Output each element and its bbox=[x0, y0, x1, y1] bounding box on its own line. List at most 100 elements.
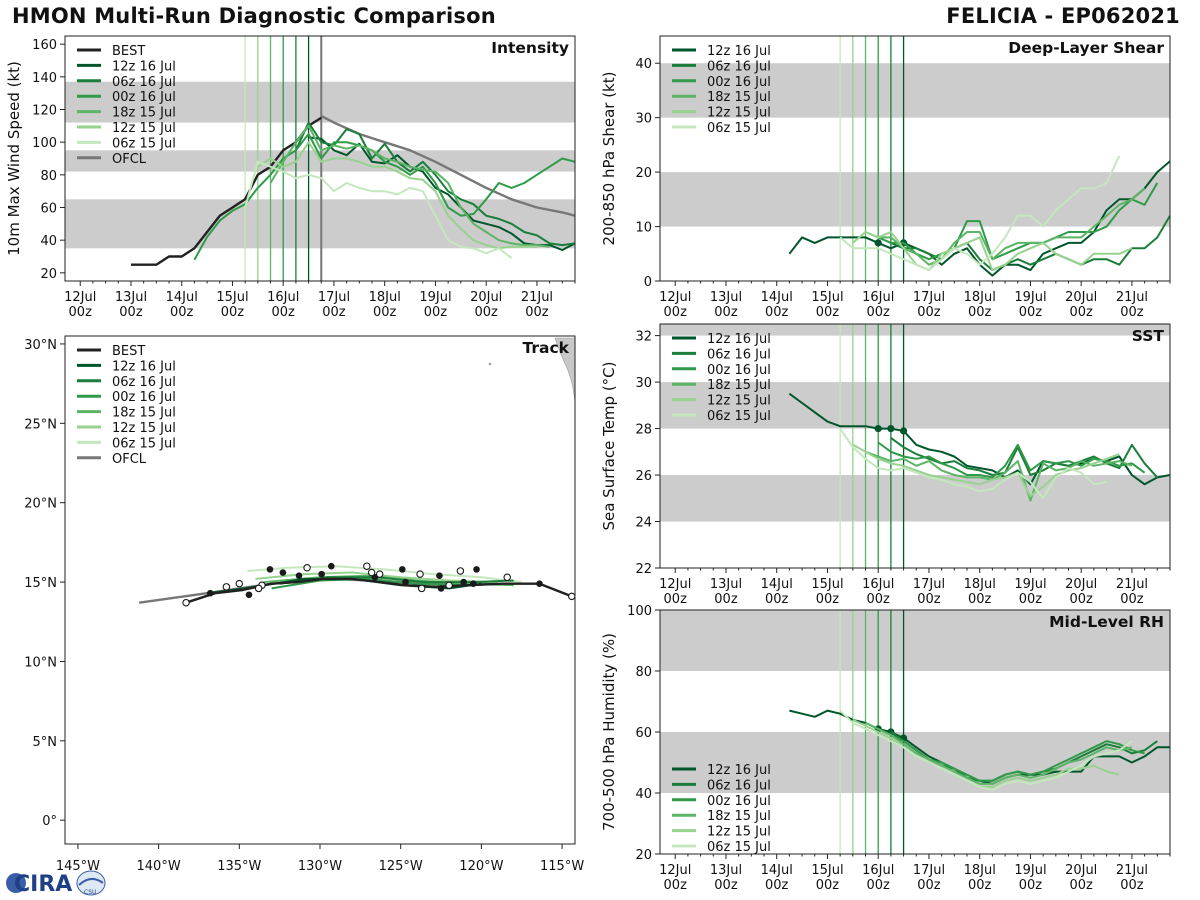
shear-xtick-label-hour: 00z bbox=[1070, 305, 1094, 320]
intensity-xtick-label-day: 18Jul bbox=[369, 290, 401, 305]
rh-xtick-label-hour: 00z bbox=[765, 878, 789, 893]
intensity-ytick-label: 80 bbox=[40, 169, 57, 184]
rh-xtick-label-day: 21Jul bbox=[1116, 863, 1148, 878]
track-xtick-label: 145°W bbox=[56, 859, 100, 874]
intensity-xtick-label-hour: 00z bbox=[170, 305, 194, 320]
intensity-ylabel: 10m Max Wind Speed (kt) bbox=[5, 61, 23, 256]
shear-legend-label-18z-15-jul: 18z 15 Jul bbox=[707, 90, 771, 105]
shear-ylabel: 200-850 hPa Shear (kt) bbox=[600, 72, 618, 246]
rh-xtick-label-hour: 00z bbox=[1070, 878, 1094, 893]
sst-xtick-label-hour: 00z bbox=[664, 592, 688, 607]
track-position-marker-11 bbox=[437, 585, 445, 592]
sst-ytick-label: 28 bbox=[635, 423, 652, 438]
intensity-xtick-label-hour: 00z bbox=[272, 305, 296, 320]
track-legend-label-18z-15-jul: 18z 15 Jul bbox=[112, 406, 176, 421]
rh-band-1 bbox=[660, 610, 1170, 671]
storm-id-title: FELICIA - EP062021 bbox=[946, 4, 1180, 28]
sst-ytick-label: 32 bbox=[635, 330, 652, 345]
rh-xtick-label-hour: 00z bbox=[816, 878, 840, 893]
intensity-xtick-label-day: 13Jul bbox=[115, 290, 147, 305]
rh-xtick-label-hour: 00z bbox=[664, 878, 688, 893]
rh-xtick-label-day: 13Jul bbox=[710, 863, 742, 878]
shear-xtick-label-day: 17Jul bbox=[913, 290, 945, 305]
sst-panel: 12Jul00z13Jul00z14Jul00z15Jul00z16Jul00z… bbox=[600, 323, 1171, 607]
shear-xtick-label-day: 16Jul bbox=[862, 290, 894, 305]
sst-xtick-label-hour: 00z bbox=[765, 592, 789, 607]
shear-xtick-label-day: 12Jul bbox=[659, 290, 691, 305]
intensity-ytick-label: 20 bbox=[40, 267, 57, 282]
track-xtick-label: 120°W bbox=[459, 859, 503, 874]
shear-panel: 12Jul00z13Jul00z14Jul00z15Jul00z16Jul00z… bbox=[600, 35, 1171, 320]
shear-legend-label-12z-15-jul: 12z 15 Jul bbox=[707, 106, 771, 121]
sst-series-06z-15-jul bbox=[839, 428, 1107, 500]
sst-band-0 bbox=[660, 475, 1170, 522]
intensity-plot-area bbox=[65, 36, 575, 281]
track-xtick-label: 125°W bbox=[379, 859, 423, 874]
track-series-best bbox=[185, 577, 573, 604]
intensity-series-12z-15-jul bbox=[257, 141, 537, 250]
intensity-series-06z-15-jul bbox=[244, 160, 513, 259]
sst-ylabel: Sea Surface Temp (°C) bbox=[600, 361, 618, 530]
track-legend-label-12z-16-jul: 12z 16 Jul bbox=[112, 359, 176, 374]
sst-xtick-label-hour: 00z bbox=[917, 592, 941, 607]
logo-text: CIRA bbox=[14, 872, 72, 897]
rh-ytick-label: 100 bbox=[627, 604, 652, 619]
sst-legend-label-06z-16-jul: 06z 16 Jul bbox=[707, 347, 771, 362]
shear-xtick-label-day: 14Jul bbox=[761, 290, 793, 305]
rh-legend-label-12z-16-jul: 12z 16 Jul bbox=[707, 763, 771, 778]
shear-legend-label-06z-15-jul: 06z 15 Jul bbox=[707, 121, 771, 136]
intensity-legend-label-06z-15-jul: 06z 15 Jul bbox=[112, 136, 176, 151]
track-position-marker-10 bbox=[436, 572, 443, 580]
track-open-marker-14 bbox=[568, 592, 575, 601]
track-open-marker-6 bbox=[363, 562, 371, 570]
sst-legend-label-06z-15-jul: 06z 15 Jul bbox=[707, 409, 771, 424]
shear-xtick-label-hour: 00z bbox=[867, 305, 891, 320]
rh-legend-label-00z-16-jul: 00z 16 Jul bbox=[707, 794, 771, 809]
rh-panel-title: Mid-Level RH bbox=[1049, 613, 1164, 631]
track-position-marker-0 bbox=[206, 589, 214, 597]
sst-dot-12z-16-jul-2 bbox=[899, 427, 908, 435]
track-xtick-label: 135°W bbox=[217, 859, 261, 874]
intensity-xtick-label-hour: 00z bbox=[373, 305, 397, 320]
track-position-marker-13 bbox=[473, 566, 480, 573]
track-open-marker-9 bbox=[416, 570, 424, 578]
track-open-marker-2 bbox=[235, 579, 244, 588]
sst-ytick-label: 26 bbox=[635, 469, 652, 484]
sst-dot-12z-16-jul-0 bbox=[874, 424, 882, 433]
track-open-marker-1 bbox=[222, 583, 231, 591]
track-legend-label-ofcl: OFCL bbox=[112, 452, 147, 467]
track-open-marker-0 bbox=[182, 598, 190, 607]
intensity-xtick-label-day: 15Jul bbox=[216, 290, 248, 305]
intensity-xtick-label-hour: 00z bbox=[119, 305, 143, 320]
shear-band-0 bbox=[660, 172, 1170, 227]
sst-ytick-label: 24 bbox=[635, 516, 652, 531]
intensity-xtick-label-day: 17Jul bbox=[318, 290, 350, 305]
track-open-marker-8 bbox=[375, 570, 384, 578]
track-xtick-label: 130°W bbox=[298, 859, 342, 874]
sst-legend-label-18z-15-jul: 18z 15 Jul bbox=[707, 378, 771, 393]
shear-xtick-label-day: 18Jul bbox=[964, 290, 996, 305]
sst-ytick-label: 30 bbox=[635, 376, 652, 391]
intensity-legend-label-00z-16-jul: 00z 16 Jul bbox=[112, 90, 176, 105]
track-ytick-label: 0° bbox=[42, 814, 57, 829]
track-ytick-label: 25°N bbox=[24, 417, 57, 432]
shear-xtick-label-hour: 00z bbox=[765, 305, 789, 320]
cira-logo: CIRA CSU bbox=[6, 870, 106, 897]
intensity-series-00z-16-jul bbox=[193, 133, 575, 261]
sst-xtick-label-day: 19Jul bbox=[1014, 577, 1046, 592]
rh-ytick-label: 80 bbox=[635, 665, 652, 680]
shear-xtick-label-hour: 00z bbox=[664, 305, 688, 320]
track-position-marker-12 bbox=[460, 578, 467, 586]
shear-xtick-label-day: 20Jul bbox=[1065, 290, 1097, 305]
track-plot-area bbox=[139, 337, 575, 607]
sst-xtick-label-hour: 00z bbox=[867, 592, 891, 607]
track-panel-title: Track bbox=[523, 339, 570, 357]
sst-xtick-label-hour: 00z bbox=[968, 592, 992, 607]
rh-series-18z-15-jul bbox=[865, 721, 1133, 785]
rh-plot-area bbox=[660, 610, 1170, 854]
track-position-marker-5 bbox=[318, 570, 325, 578]
track-open-marker-5 bbox=[303, 564, 311, 572]
